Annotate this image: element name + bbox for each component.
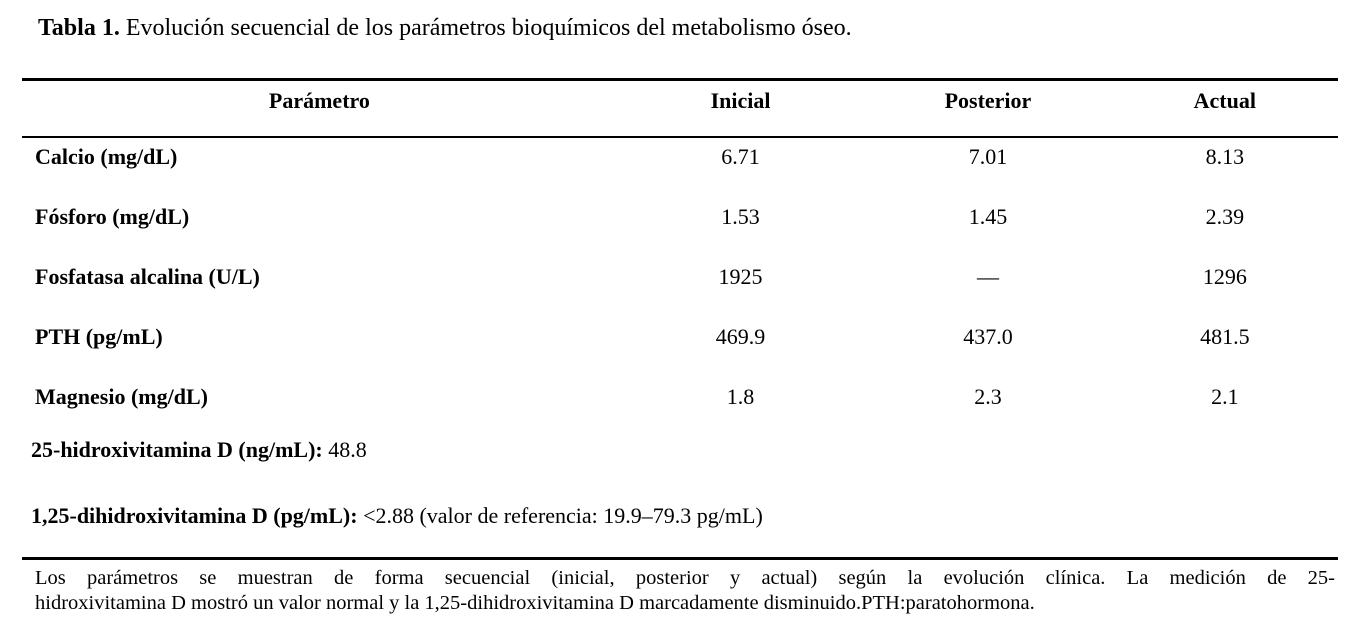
vitamin-d-125-value: <2.88 (valor de referencia: 19.9–79.3 pg…: [357, 503, 763, 528]
table-row: Magnesio (mg/dL) 1.8 2.3 2.1: [22, 378, 1338, 438]
table-row: Calcio (mg/dL) 6.71 7.01 8.13: [22, 138, 1338, 198]
vitamin-d-25-value: 48.8: [322, 437, 367, 462]
row-value-actual: 2.39: [1205, 204, 1245, 229]
table-row: PTH (pg/mL) 469.9 437.0 481.5: [22, 318, 1338, 378]
vitamin-d-125-label: 1,25-dihidroxivitamina D (pg/mL):: [31, 503, 358, 528]
column-header-inicial: Inicial: [710, 88, 771, 113]
row-param-label: Fosfatasa alcalina (U/L): [35, 264, 260, 289]
row-param-label: Calcio (mg/dL): [35, 144, 178, 169]
column-header-actual: Actual: [1193, 88, 1256, 113]
table-caption-text: Evolución secuencial de los parámetros b…: [119, 15, 852, 41]
table-header-row: Parámetro Inicial Posterior Actual: [22, 88, 1338, 114]
row-value-actual: 8.13: [1205, 144, 1245, 169]
table-row: Fósforo (mg/dL) 1.53 1.45 2.39: [22, 198, 1338, 258]
row-value-posterior: 7.01: [968, 144, 1008, 169]
row-value-inicial: 6.71: [721, 144, 760, 169]
row-value-inicial: 469.9: [715, 324, 766, 349]
row-value-posterior: —: [976, 264, 999, 289]
vitamin-d-125-line: 1,25-dihidroxivitamina D (pg/mL): <2.88 …: [31, 504, 763, 528]
vitamin-d-25-line: 25-hidroxivitamina D (ng/mL): 48.8: [31, 438, 367, 462]
row-param-label: Magnesio (mg/dL): [35, 384, 208, 409]
table-body: Calcio (mg/dL) 6.71 7.01 8.13 Fósforo (m…: [22, 138, 1338, 438]
table-row: Fosfatasa alcalina (U/L) 1925 — 1296: [22, 258, 1338, 318]
table-caption: Tabla 1. Evolución secuencial de los par…: [38, 13, 852, 43]
rule-top: [22, 78, 1338, 81]
column-header-parametro: Parámetro: [268, 88, 370, 113]
vitamin-d-25-label: 25-hidroxivitamina D (ng/mL):: [31, 437, 323, 462]
footnote-line-2: hidroxivitamina D mostró un valor normal…: [35, 592, 1035, 614]
footnote-line-1: Los parámetros se muestran de forma secu…: [35, 567, 1335, 589]
row-value-posterior: 1.45: [968, 204, 1008, 229]
row-value-actual: 2.1: [1211, 384, 1239, 409]
row-value-inicial: 1.8: [726, 384, 755, 409]
rule-above-footnote: [22, 557, 1338, 560]
row-value-posterior: 2.3: [974, 384, 1002, 409]
rule-under-header: [22, 136, 1338, 138]
column-header-posterior: Posterior: [944, 88, 1032, 113]
row-param-label: Fósforo (mg/dL): [35, 204, 190, 229]
table-caption-label: Tabla 1.: [38, 15, 120, 41]
row-value-actual: 1296: [1202, 264, 1247, 289]
row-value-posterior: 437.0: [963, 324, 1013, 349]
row-value-inicial: 1.53: [721, 204, 760, 229]
row-value-inicial: 1925: [718, 264, 763, 289]
row-value-actual: 481.5: [1200, 324, 1250, 349]
row-param-label: PTH (pg/mL): [35, 324, 163, 349]
